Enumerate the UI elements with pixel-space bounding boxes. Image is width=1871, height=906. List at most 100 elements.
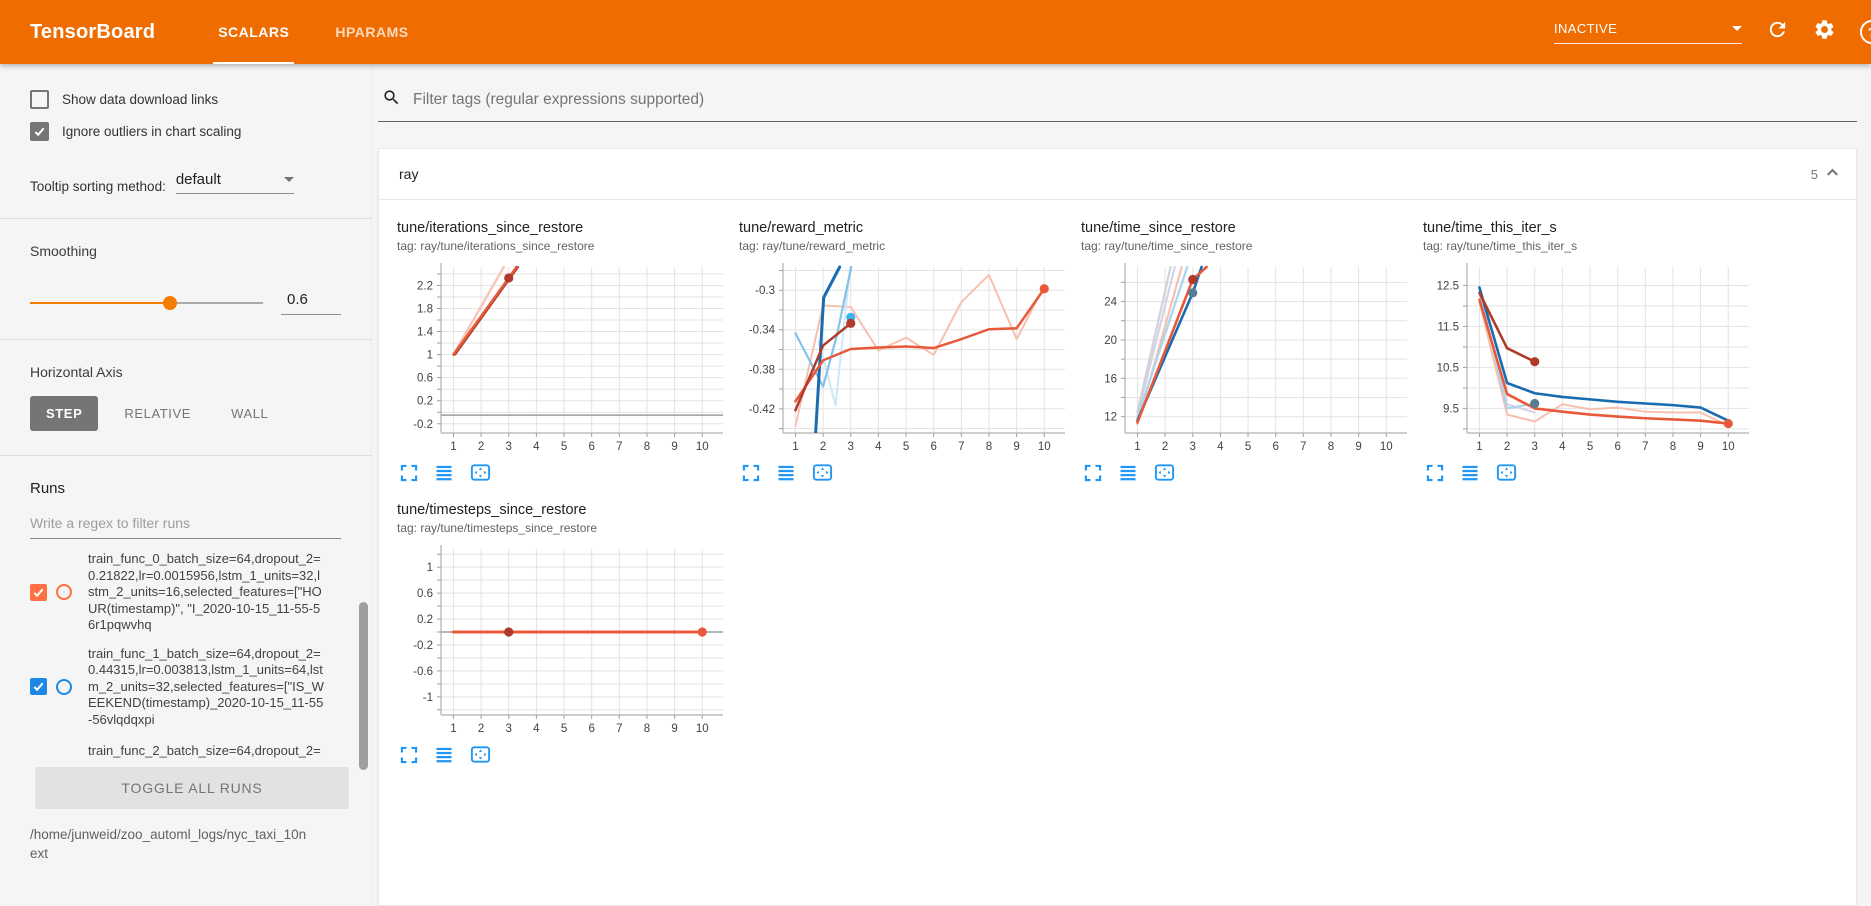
chart-title: tune/reward_metric	[739, 220, 864, 236]
svg-text:3: 3	[1532, 441, 1538, 453]
chart-plot: 1 2 3 4 5 6 7 8 9 10 -0.2 0.2 0.6 1 1.4 1.8 2.2	[413, 263, 723, 453]
axis-wall-button[interactable]: WALL	[231, 406, 269, 421]
svg-text:-0.34: -0.34	[749, 325, 776, 337]
smoothing-value[interactable]: 0.6	[281, 291, 341, 315]
svg-text:5: 5	[561, 723, 567, 735]
run-checkbox[interactable]	[30, 678, 47, 696]
flush-left-icon[interactable]	[1460, 463, 1480, 483]
fit-domain-icon[interactable]	[469, 743, 492, 766]
svg-text:1.4: 1.4	[417, 327, 434, 339]
smoothing-slider[interactable]	[30, 296, 263, 310]
chart-grid: tune/iterations_since_restore tag: ray/tu…	[379, 200, 1856, 778]
axis-step-button[interactable]: STEP	[30, 396, 99, 431]
series-run2-smoothed	[1478, 291, 1537, 363]
flush-left-icon[interactable]	[1118, 463, 1138, 483]
run-name: train_func_0_batch_size=64,dropout_2=0.2…	[88, 551, 322, 632]
chart-actions	[1425, 461, 1757, 484]
expand-icon[interactable]	[399, 745, 419, 765]
run-color-ring[interactable]	[56, 584, 72, 601]
series-run0-raw	[1478, 300, 1730, 427]
refresh-icon[interactable]	[1766, 18, 1789, 46]
svg-text:10: 10	[1038, 441, 1051, 453]
chart-actions	[741, 461, 1073, 484]
svg-text:9: 9	[1697, 441, 1703, 453]
ignore-outliers-label: Ignore outliers in chart scaling	[62, 124, 242, 139]
expand-icon[interactable]	[399, 463, 419, 483]
svg-text:1: 1	[427, 562, 433, 574]
show-download-links-row: Show data download links	[30, 90, 371, 109]
expand-icon[interactable]	[1083, 463, 1103, 483]
chart-tag: tag: ray/tune/iterations_since_restore	[397, 239, 595, 253]
chevron-up-icon[interactable]	[1823, 163, 1842, 185]
svg-text:-1: -1	[423, 692, 433, 704]
category-header[interactable]: ray 5	[379, 149, 1856, 200]
series-run2-smoothed	[794, 322, 852, 412]
svg-text:5: 5	[1587, 441, 1593, 453]
chart-title: tune/iterations_since_restore	[397, 220, 584, 236]
log-path: /home/junweid/zoo_automl_logs/nyc_taxi_1…	[30, 827, 307, 861]
chart-title: tune/timesteps_since_restore	[397, 502, 587, 518]
tooltip-sort-select[interactable]: default	[175, 171, 294, 194]
status-dropdown[interactable]: INACTIVE	[1554, 21, 1742, 44]
expand-icon[interactable]	[1425, 463, 1445, 483]
svg-text:8: 8	[644, 441, 650, 453]
svg-text:4: 4	[533, 723, 540, 735]
toggle-all-runs-button[interactable]: TOGGLE ALL RUNS	[35, 767, 349, 809]
svg-text:10.5: 10.5	[1437, 362, 1459, 374]
fit-domain-icon[interactable]	[469, 461, 492, 484]
svg-text:9: 9	[1013, 441, 1019, 453]
svg-text:16: 16	[1104, 373, 1117, 385]
series-run-faint-gray	[1136, 265, 1172, 413]
chart-plot: 1 2 3 4 5 6 7 8 9 10 -0.42 -0.38 -0.34 -0.3	[749, 263, 1065, 453]
svg-text:7: 7	[958, 441, 964, 453]
flush-left-icon[interactable]	[434, 463, 454, 483]
tab-scalars[interactable]: SCALARS	[213, 0, 295, 64]
run-color-ring[interactable]	[56, 678, 72, 695]
ignore-outliers-checkbox[interactable]	[30, 122, 49, 141]
axis-relative-button[interactable]: RELATIVE	[124, 406, 192, 421]
smoothing-slider-thumb[interactable]	[162, 296, 177, 310]
svg-text:9: 9	[1355, 441, 1361, 453]
svg-text:1: 1	[1476, 441, 1482, 453]
run-name: train_func_1_batch_size=64,dropout_2=0.4…	[88, 645, 324, 727]
app-title: TensorBoard	[30, 20, 156, 43]
chart-tag: tag: ray/tune/time_this_iter_s	[1423, 239, 1578, 253]
run-row: train_func_2_batch_size=64,dropout_2=	[30, 740, 371, 763]
flush-left-icon[interactable]	[434, 745, 454, 765]
show-download-links-checkbox[interactable]	[30, 90, 49, 109]
fit-domain-icon[interactable]	[1153, 461, 1176, 484]
svg-text:9.5: 9.5	[1443, 403, 1459, 415]
tag-filter-input[interactable]	[411, 90, 1855, 110]
runs-scrollbar[interactable]	[359, 602, 368, 770]
horizontal-axis-buttons: STEP RELATIVE WALL	[30, 396, 371, 431]
gear-icon[interactable]	[1813, 18, 1836, 46]
run-checkbox[interactable]	[30, 583, 47, 601]
svg-text:5: 5	[561, 441, 567, 453]
flush-left-icon[interactable]	[776, 463, 796, 483]
help-icon[interactable]: ?	[1860, 20, 1871, 44]
runs-list: train_func_0_batch_size=64,dropout_2=0.2…	[30, 551, 371, 763]
sidebar-divider	[0, 455, 371, 456]
expand-icon[interactable]	[741, 463, 761, 483]
fit-domain-icon[interactable]	[811, 461, 834, 484]
svg-text:0.6: 0.6	[417, 373, 433, 385]
svg-text:1: 1	[1134, 441, 1140, 453]
chart-actions	[399, 461, 731, 484]
svg-text:9: 9	[671, 723, 677, 735]
svg-text:8: 8	[1328, 441, 1334, 453]
svg-text:4: 4	[533, 441, 540, 453]
svg-text:1: 1	[427, 350, 433, 362]
tab-hparams[interactable]: HPARAMS	[335, 24, 409, 40]
chart-tag: tag: ray/tune/timesteps_since_restore	[397, 521, 598, 535]
runs-filter-input[interactable]	[30, 509, 341, 539]
series-run-faint-lavender	[1136, 265, 1176, 417]
svg-text:2: 2	[820, 441, 826, 453]
chart-tag: tag: ray/tune/time_since_restore	[1081, 239, 1253, 253]
series-run0-smoothed	[794, 287, 1046, 403]
svg-text:24: 24	[1104, 297, 1117, 309]
svg-text:0.6: 0.6	[417, 588, 433, 600]
fit-domain-icon[interactable]	[1495, 461, 1518, 484]
tooltip-sort-label: Tooltip sorting method:	[30, 179, 166, 194]
chart-actions	[1083, 461, 1415, 484]
svg-text:-0.42: -0.42	[749, 404, 775, 416]
